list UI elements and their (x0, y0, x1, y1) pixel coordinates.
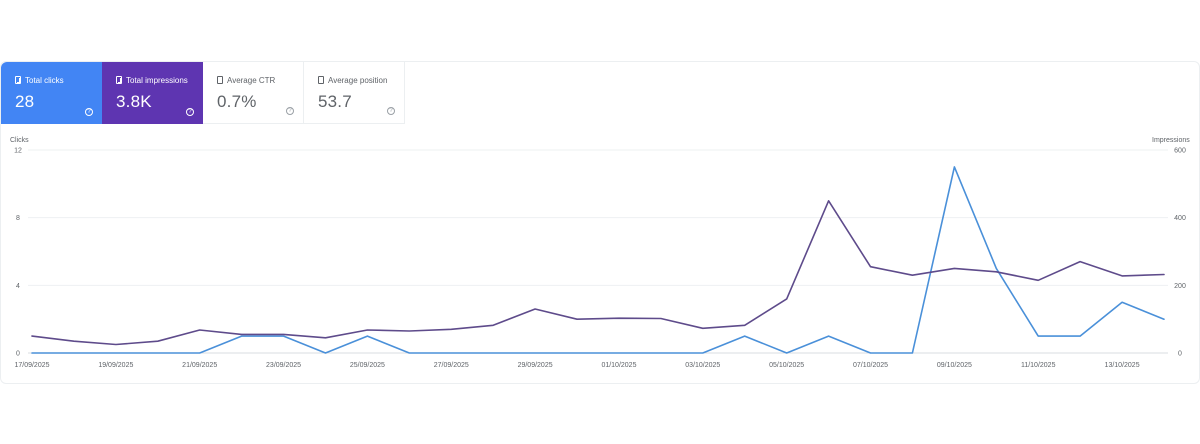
clicks-series-line (31, 166, 1165, 354)
x-tick-label: 23/09/2025 (266, 362, 301, 369)
card-value: 28 (15, 92, 35, 111)
card-label: Average position (328, 75, 388, 85)
average-position-card[interactable]: Average position 53.7 ? (304, 62, 405, 124)
x-tick-label: 03/10/2025 (685, 362, 720, 369)
card-label: Total impressions (126, 75, 188, 85)
x-tick-label: 25/09/2025 (350, 362, 385, 369)
checkbox-unchecked-icon[interactable] (217, 76, 223, 84)
x-tick-label: 27/09/2025 (434, 362, 469, 369)
y-right-tick-label: 200 (1174, 283, 1186, 290)
total-clicks-card[interactable]: Total clicks 28 ? (1, 62, 102, 124)
series-lines (31, 166, 1165, 354)
x-tick-label: 01/10/2025 (601, 362, 636, 369)
x-tick-label: 07/10/2025 (853, 362, 888, 369)
x-tick-label: 09/10/2025 (937, 362, 972, 369)
checkbox-checked-icon[interactable] (116, 76, 122, 84)
average-ctr-card[interactable]: Average CTR 0.7% ? (203, 62, 304, 124)
metric-cards: Total clicks 28 ? Total impressions 3.8K… (1, 62, 405, 124)
checkbox-unchecked-icon[interactable] (318, 76, 324, 84)
x-tick-label: 21/09/2025 (182, 362, 217, 369)
y-left-tick-label: 0 (16, 351, 20, 358)
y-right-tick-label: 400 (1174, 215, 1186, 222)
x-tick-label: 13/10/2025 (1105, 362, 1140, 369)
card-value: 3.8K (116, 92, 152, 111)
card-value: 53.7 (318, 92, 352, 111)
grid-lines (28, 149, 1168, 354)
x-tick-label: 05/10/2025 (769, 362, 804, 369)
y-right-tick-label: 0 (1178, 351, 1182, 358)
x-tick-label: 17/09/2025 (14, 362, 49, 369)
card-header: Average CTR (217, 75, 291, 85)
card-header: Total impressions (116, 75, 191, 85)
help-icon[interactable]: ? (286, 107, 294, 115)
card-value: 0.7% (217, 92, 257, 111)
card-label: Total clicks (25, 75, 64, 85)
y-left-ticks: 0 4 8 12 (14, 148, 22, 358)
x-tick-labels: 17/09/2025 19/09/2025 21/09/2025 23/09/2025… (14, 362, 1139, 369)
help-icon[interactable]: ? (387, 107, 395, 115)
help-icon[interactable]: ? (85, 108, 93, 116)
help-icon[interactable]: ? (186, 108, 194, 116)
total-impressions-card[interactable]: Total impressions 3.8K ? (102, 62, 203, 124)
y-right-ticks: 0 200 400 600 (1174, 148, 1186, 358)
impressions-series-line (31, 200, 1165, 346)
x-tick-label: 11/10/2025 (1021, 362, 1056, 369)
x-tick-label: 19/09/2025 (98, 362, 133, 369)
y-right-tick-label: 600 (1174, 148, 1186, 155)
card-header: Average position (318, 75, 392, 85)
x-tick-label: 29/09/2025 (518, 362, 553, 369)
y-left-tick-label: 12 (14, 148, 22, 155)
y-left-axis-title: Clicks (10, 137, 29, 144)
card-header: Total clicks (15, 75, 90, 85)
y-left-tick-label: 8 (16, 215, 20, 222)
checkbox-checked-icon[interactable] (15, 76, 21, 84)
card-label: Average CTR (227, 75, 276, 85)
y-left-tick-label: 4 (16, 283, 20, 290)
y-right-axis-title: Impressions (1152, 137, 1190, 144)
